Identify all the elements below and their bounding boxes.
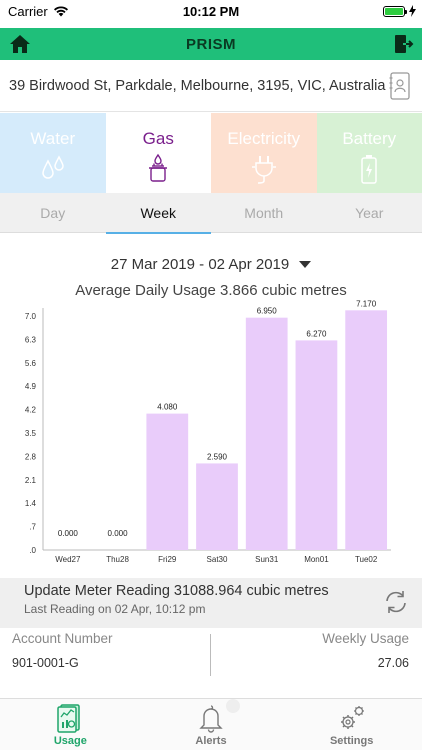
y-tick-label: 2.8 [25, 452, 37, 461]
x-tick-label: Sun31 [255, 555, 279, 564]
chevron-down-icon[interactable] [299, 261, 312, 268]
bar-mon01[interactable] [295, 340, 338, 550]
utility-tabs: Water Gas Electricity Battery [0, 113, 422, 193]
address-text: 39 Birdwood St, Parkdale, Melbourne, 319… [9, 77, 386, 94]
bar-sat30[interactable] [196, 463, 238, 550]
tab-day[interactable]: Day [40, 205, 66, 221]
account-number-block: Account Number 901-0001-G [12, 631, 113, 670]
bar-value-label: 6.950 [257, 307, 278, 316]
last-reading-text: Last Reading on 02 Apr, 10:12 pm [24, 602, 206, 616]
tab-usage[interactable]: Usage [0, 699, 141, 750]
usage-bar-chart: .0 .7 1.4 2.1 2.8 3.5 4.2 4.9 5.6 6.3 7.0 0.000 Wed2… [25, 299, 391, 564]
date-range-selector[interactable]: 27 Mar 2019 - 02 Apr 2019 [0, 256, 422, 273]
average-usage-text: Average Daily Usage 3.866 cubic metres [75, 282, 347, 299]
bar-value-label: 2.590 [207, 452, 228, 461]
x-tick-label: Fri29 [158, 555, 177, 564]
tab-electricity-label: Electricity [227, 129, 301, 148]
carrier-label: Carrier [8, 3, 48, 19]
tab-alerts[interactable]: Alerts [141, 699, 282, 750]
charging-bolt-icon [409, 5, 416, 17]
home-icon[interactable] [9, 33, 31, 55]
bar-value-label: 0.000 [58, 529, 79, 538]
y-tick-label: 1.4 [25, 499, 37, 508]
tab-alerts-label: Alerts [195, 735, 227, 747]
address-row[interactable]: 39 Birdwood St, Parkdale, Melbourne, 319… [0, 60, 422, 112]
tab-week[interactable]: Week [105, 193, 212, 234]
y-tick-label: 5.6 [25, 359, 37, 368]
wifi-icon [53, 6, 68, 17]
bar-fri29[interactable] [146, 413, 189, 550]
bar-value-label: 4.080 [157, 403, 178, 412]
contact-card-icon[interactable] [389, 72, 411, 100]
x-tick-label: Wed27 [55, 555, 81, 564]
usage-report-icon [57, 704, 81, 733]
bar-sun31[interactable] [245, 317, 288, 550]
tab-battery[interactable]: Battery [316, 113, 422, 193]
y-tick-label: .7 [29, 523, 36, 532]
tab-settings[interactable]: Settings [281, 699, 422, 750]
tab-gas-label: Gas [142, 129, 174, 148]
tab-water-label: Water [30, 129, 76, 148]
refresh-icon[interactable] [382, 588, 410, 616]
weekly-usage-block: Weekly Usage 27.06 [322, 631, 409, 670]
account-info: Account Number 901-0001-G Weekly Usage 2… [0, 628, 422, 698]
gas-stove-icon [149, 153, 168, 182]
y-tick-label: 6.3 [25, 335, 37, 344]
y-tick-label: 4.2 [25, 406, 37, 415]
weekly-usage-value: 27.06 [377, 656, 409, 670]
y-tick-label: 4.9 [25, 382, 37, 391]
plug-icon [251, 156, 276, 184]
y-tick-label: 2.1 [25, 476, 37, 485]
bar-value-label: 6.270 [306, 329, 327, 338]
tab-usage-label: Usage [53, 735, 87, 747]
tab-settings-label: Settings [329, 735, 374, 747]
gears-icon [340, 706, 364, 729]
logout-icon[interactable] [392, 33, 414, 55]
tab-electricity[interactable]: Electricity [211, 113, 317, 193]
water-drops-icon [41, 155, 64, 179]
x-tick-label: Mon01 [304, 555, 329, 564]
status-left: Carrier [8, 4, 69, 19]
bar-tue02[interactable] [345, 310, 388, 550]
x-tick-label: Sat30 [207, 555, 228, 564]
account-number-value: 901-0001-G [12, 656, 79, 670]
bar-value-label: 7.170 [356, 299, 377, 308]
date-range-text: 27 Mar 2019 - 02 Apr 2019 [110, 256, 290, 273]
meter-reading-row[interactable]: Update Meter Reading 31088.964 cubic met… [0, 578, 422, 628]
battery-icon [361, 155, 377, 184]
account-number-label: Account Number [12, 631, 113, 646]
weekly-usage-label: Weekly Usage [322, 631, 409, 646]
y-tick-label: .0 [29, 546, 36, 555]
tab-month[interactable]: Month [244, 205, 284, 221]
period-tabs: Day Week Month Year [0, 193, 422, 234]
account-divider [210, 634, 211, 676]
status-right [383, 5, 416, 17]
meter-reading-title: Update Meter Reading 31088.964 cubic met… [24, 583, 329, 599]
tab-gas[interactable]: Gas [105, 113, 211, 193]
y-tick-label: 3.5 [25, 429, 37, 438]
y-tick-label: 7.0 [25, 312, 37, 321]
bottom-tab-bar: Usage Alerts Settings [0, 698, 422, 750]
battery-status-icon [383, 5, 407, 17]
tab-water[interactable]: Water [0, 113, 106, 193]
app-title: PRISM [185, 35, 236, 53]
alert-badge [226, 699, 240, 713]
x-tick-label: Tue02 [355, 555, 378, 564]
bell-icon [199, 705, 223, 733]
x-tick-label: Thu28 [106, 555, 129, 564]
tab-battery-label: Battery [342, 129, 397, 148]
bar-value-label: 0.000 [108, 529, 129, 538]
status-bar: Carrier 10:12 PM [0, 0, 422, 22]
app-header: PRISM [0, 28, 422, 60]
tab-year[interactable]: Year [355, 205, 384, 221]
